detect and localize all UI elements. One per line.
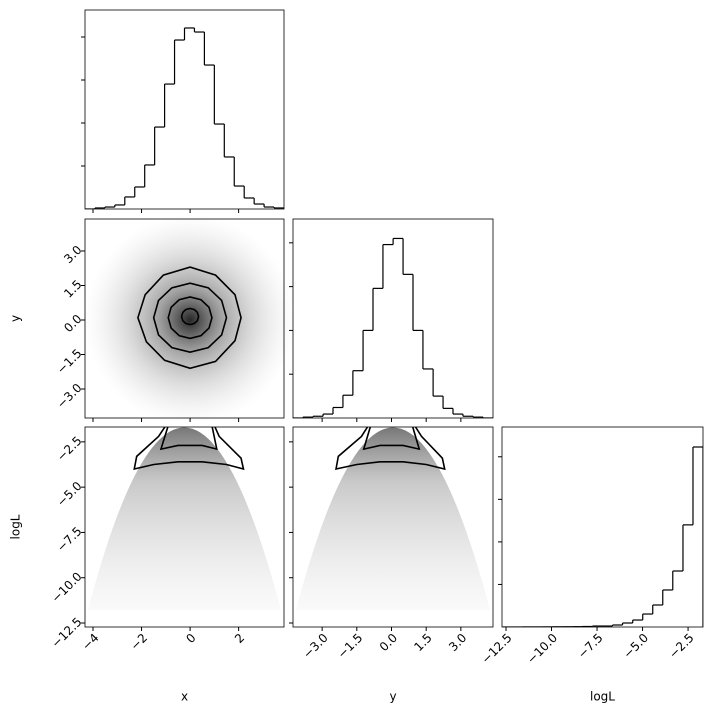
y-axis-label: logL xyxy=(9,514,23,539)
contour xyxy=(133,427,245,471)
y-tick-label: 3.0 xyxy=(61,243,84,266)
x-tick-label: 3.0 xyxy=(446,631,469,654)
x-tick-label: 2 xyxy=(232,631,247,646)
axes-frame xyxy=(84,9,285,210)
y-tick-label: 1.5 xyxy=(61,277,84,300)
contour xyxy=(137,266,242,370)
axes-frame xyxy=(292,426,494,628)
x-tick-label: 0 xyxy=(183,631,198,646)
panel: −12.5 −10.0 −7.5 −5.0 −2.5 xyxy=(479,426,704,667)
axes-frame xyxy=(84,218,285,419)
x-tick-label: −3.0 xyxy=(300,631,331,662)
y-tick-label: −1.5 xyxy=(54,346,85,377)
plot-area xyxy=(502,446,703,627)
plot-area xyxy=(85,27,284,209)
contour xyxy=(152,282,228,354)
x-axis-label: x xyxy=(181,690,188,704)
y-tick-label: −12.5 xyxy=(49,615,85,651)
axes-frame xyxy=(501,426,704,628)
y-tick-label: −2.5 xyxy=(54,434,85,465)
y-tick-label: −3.0 xyxy=(54,381,85,412)
sample-cloud xyxy=(296,427,490,610)
x-tick-label: −1.5 xyxy=(335,631,366,662)
y-tick-label: −10.0 xyxy=(49,569,85,605)
contour xyxy=(167,296,213,340)
y-tick-label: −7.5 xyxy=(54,524,85,555)
x-tick-label: 1.5 xyxy=(411,631,434,654)
x-axis-label: logL xyxy=(590,690,615,704)
x-tick-label: −5.0 xyxy=(621,631,652,662)
plot-area xyxy=(335,427,446,471)
x-tick-label: 0.0 xyxy=(377,631,400,654)
x-tick-label: −2.5 xyxy=(666,631,697,662)
contour xyxy=(180,307,200,326)
contour xyxy=(362,427,421,451)
x-axis-label: y xyxy=(389,690,396,704)
y-axis-label: y xyxy=(9,315,23,322)
panel xyxy=(81,9,285,213)
sample-cloud xyxy=(88,427,281,610)
contour xyxy=(335,427,446,471)
y-tick-label: 0.0 xyxy=(61,312,84,335)
x-tick-label: −12.5 xyxy=(479,631,515,667)
plot-area xyxy=(133,427,245,471)
sample-cloud xyxy=(85,215,295,425)
x-tick-label: −10.0 xyxy=(524,631,560,667)
axes-frame xyxy=(292,218,494,419)
x-tick-label: −4 xyxy=(79,631,101,653)
plot-area xyxy=(293,237,493,418)
axes-frame xyxy=(84,426,285,628)
panel xyxy=(289,218,494,422)
contour xyxy=(159,427,218,451)
x-tick-label: −7.5 xyxy=(575,631,606,662)
plot-area xyxy=(137,266,242,370)
y-tick-label: −5.0 xyxy=(54,479,85,510)
x-tick-label: −2 xyxy=(128,631,150,653)
